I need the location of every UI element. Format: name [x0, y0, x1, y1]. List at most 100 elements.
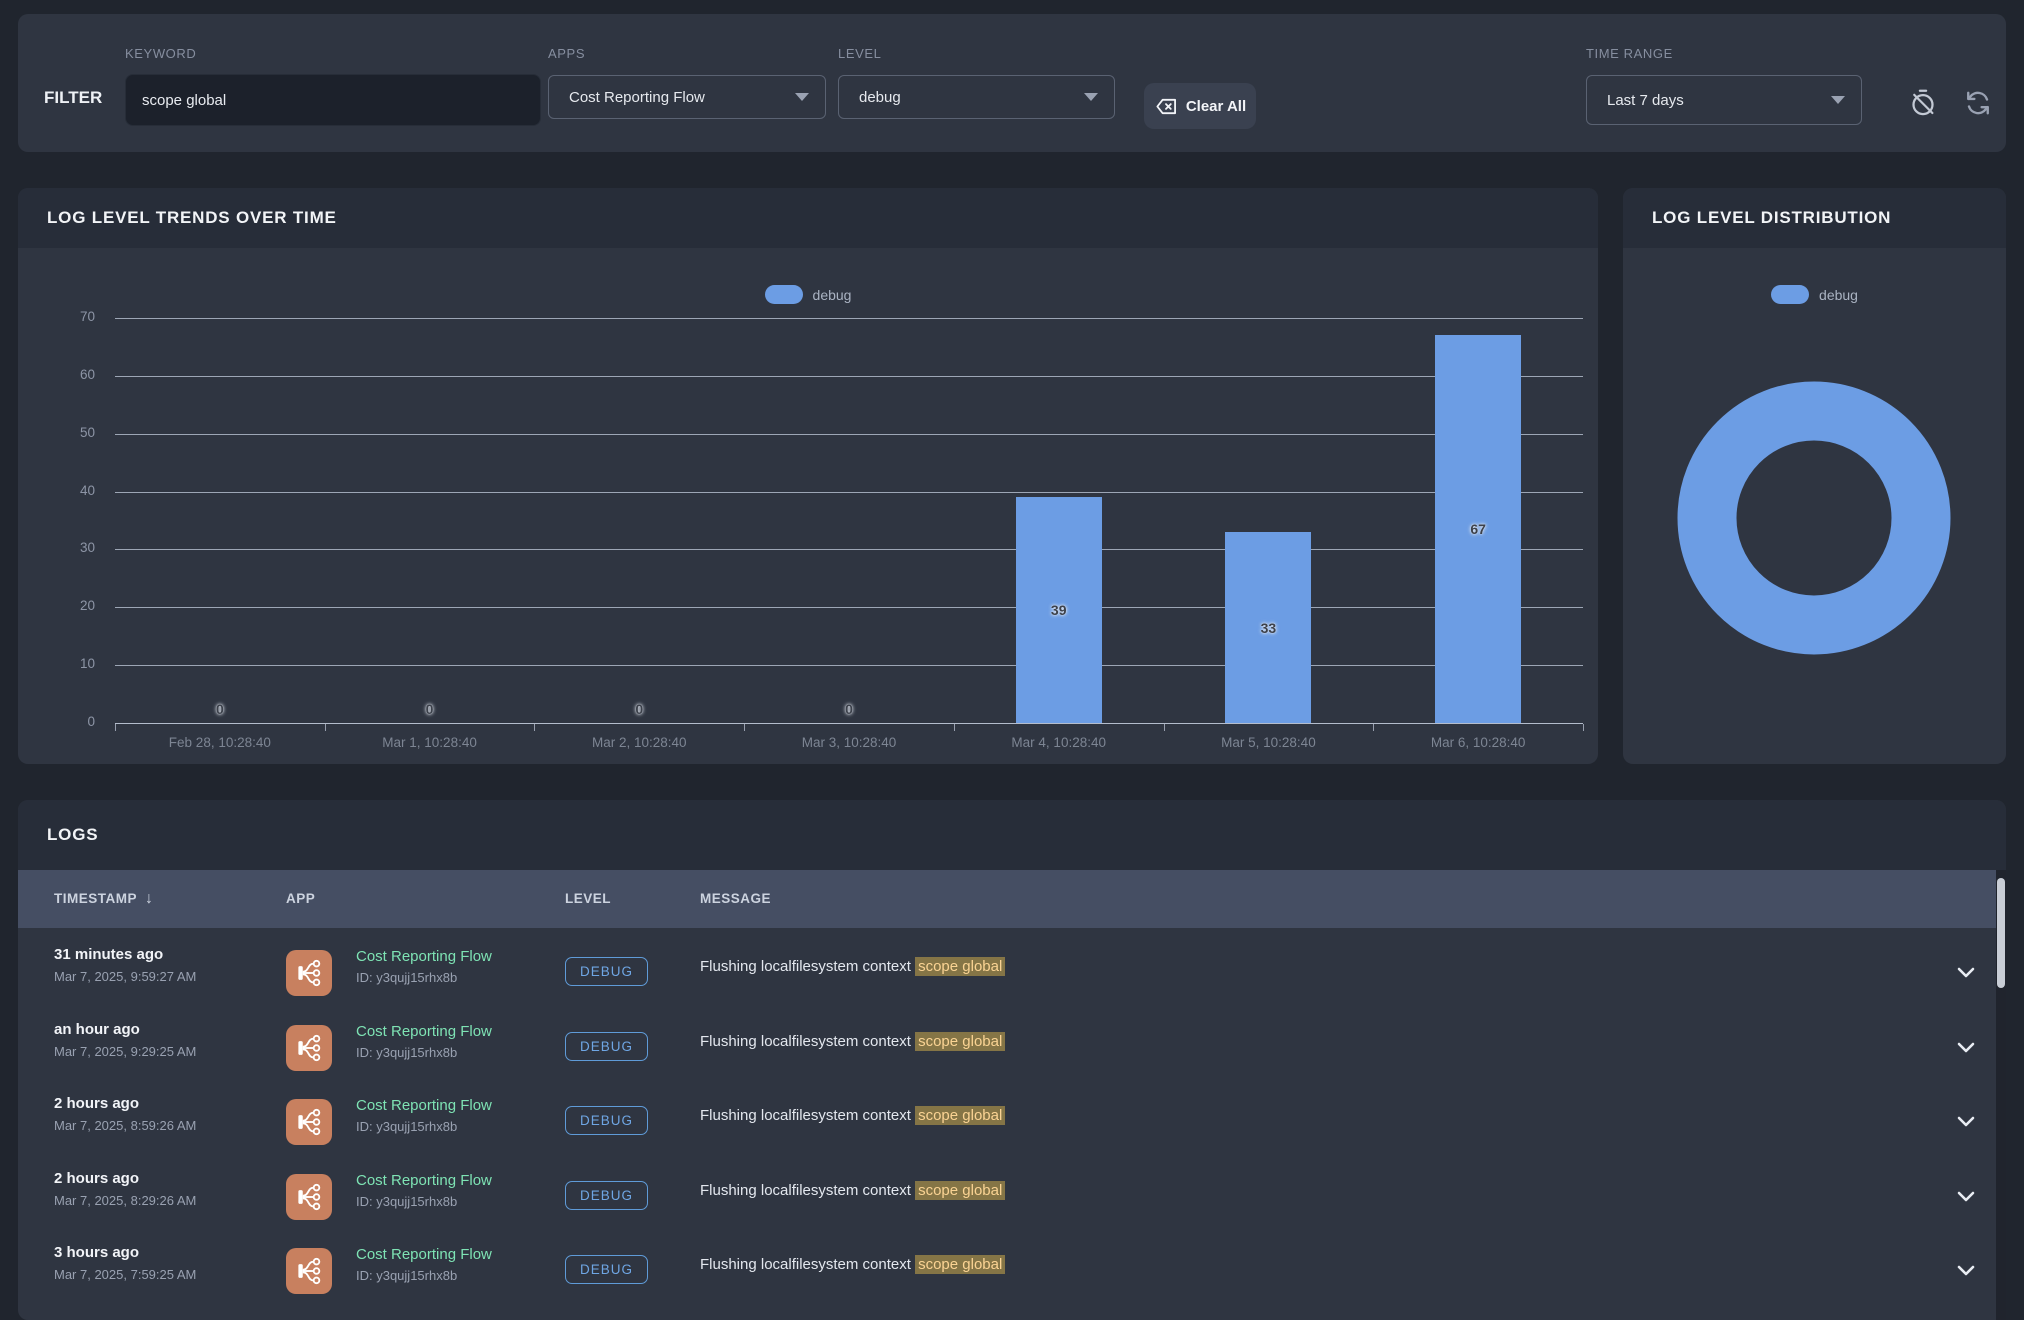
log-row[interactable]: 3 hours ago Mar 7, 2025, 7:59:25 AM Cost…: [18, 1234, 1996, 1309]
app-id: ID: y3qujj15rhx8b: [356, 1268, 457, 1283]
log-row[interactable]: 2 hours ago Mar 7, 2025, 8:59:26 AM Cost…: [18, 1085, 1996, 1160]
y-axis-tick-label: 20: [23, 598, 95, 613]
expand-row-button[interactable]: [1953, 1184, 1979, 1210]
level-badge: DEBUG: [565, 1032, 648, 1061]
auto-refresh-toggle-button[interactable]: [1905, 85, 1941, 121]
sort-descending-icon: ↓: [145, 890, 154, 907]
bar-value-label: 0: [208, 701, 232, 717]
bar-debug: 33: [1225, 532, 1311, 723]
logs-scrollbar-thumb[interactable]: [1997, 878, 2005, 988]
app-name: Cost Reporting Flow: [356, 1172, 492, 1189]
gridline: [115, 434, 1583, 435]
column-header-message: MESSAGE: [700, 870, 771, 928]
log-row[interactable]: an hour ago Mar 7, 2025, 9:29:25 AM Cost…: [18, 1011, 1996, 1086]
distribution-panel-title: LOG LEVEL DISTRIBUTION: [1652, 188, 1891, 248]
log-message-highlight: scope global: [915, 957, 1005, 976]
bar-value-label: 39: [1051, 602, 1067, 618]
log-timestamp: Mar 7, 2025, 8:29:26 AM: [54, 1193, 196, 1208]
app-name: Cost Reporting Flow: [356, 1246, 492, 1263]
log-relative-time: 3 hours ago: [54, 1244, 139, 1261]
donut-chart: [1674, 378, 1954, 658]
log-timestamp: Mar 7, 2025, 9:59:27 AM: [54, 969, 196, 984]
keyword-input[interactable]: [125, 74, 541, 126]
column-header-timestamp[interactable]: TIMESTAMP↓: [54, 870, 154, 928]
time-range-select[interactable]: Last 7 days: [1586, 75, 1862, 125]
y-axis-tick-label: 30: [23, 540, 95, 555]
donut-slice-debug: [1707, 411, 1921, 625]
clear-all-label: Clear All: [1186, 98, 1246, 115]
bar-debug: 67: [1435, 335, 1521, 723]
chevron-down-icon: [1084, 93, 1098, 101]
log-row[interactable]: 31 minutes ago Mar 7, 2025, 9:59:27 AM C…: [18, 936, 1996, 1011]
bar-debug: 39: [1016, 497, 1102, 723]
log-relative-time: an hour ago: [54, 1021, 140, 1038]
gridline: [115, 607, 1583, 608]
keyword-label: KEYWORD: [125, 46, 196, 61]
y-axis-tick-label: 40: [23, 483, 95, 498]
log-relative-time: 2 hours ago: [54, 1170, 139, 1187]
chevron-down-icon: [1954, 960, 1978, 984]
chevron-down-icon: [795, 93, 809, 101]
flow-app-icon: [294, 1256, 324, 1286]
logs-rows: 31 minutes ago Mar 7, 2025, 9:59:27 AM C…: [18, 936, 1996, 1309]
y-axis-tick-label: 10: [23, 656, 95, 671]
log-message-highlight: scope global: [915, 1032, 1005, 1051]
flow-app-icon: [294, 1182, 324, 1212]
apps-label: APPS: [548, 46, 585, 61]
log-message-highlight: scope global: [915, 1106, 1005, 1125]
log-timestamp: Mar 7, 2025, 9:29:25 AM: [54, 1044, 196, 1059]
x-axis-tick: [1373, 724, 1374, 731]
bar-value-label: 0: [418, 701, 442, 717]
y-axis-tick-label: 0: [23, 714, 95, 729]
refresh-button[interactable]: [1960, 85, 1996, 121]
refresh-icon: [1963, 88, 1993, 118]
chevron-down-icon: [1954, 1109, 1978, 1133]
log-message: Flushing localfilesystem context scope g…: [700, 958, 1005, 975]
x-axis-tick-label: Mar 1, 10:28:40: [320, 735, 540, 750]
x-axis-tick-label: Mar 2, 10:28:40: [529, 735, 749, 750]
expand-row-button[interactable]: [1953, 1258, 1979, 1284]
log-relative-time: 2 hours ago: [54, 1095, 139, 1112]
app-tile: [286, 950, 332, 996]
y-axis-tick-label: 60: [23, 367, 95, 382]
apps-select[interactable]: Cost Reporting Flow: [548, 75, 826, 119]
gridline: [115, 318, 1583, 319]
app-name: Cost Reporting Flow: [356, 1023, 492, 1040]
gridline: [115, 376, 1583, 377]
x-axis-tick: [954, 724, 955, 731]
legend-label: debug: [1819, 287, 1858, 303]
distribution-legend[interactable]: debug: [1623, 285, 2006, 304]
bar-value-label: 33: [1261, 620, 1277, 636]
x-axis-tick-label: Feb 28, 10:28:40: [110, 735, 330, 750]
distribution-panel-header: LOG LEVEL DISTRIBUTION: [1623, 188, 2006, 248]
bar-value-label: 0: [627, 701, 651, 717]
logs-panel-header: LOGS: [18, 800, 2006, 870]
app-id: ID: y3qujj15rhx8b: [356, 1045, 457, 1060]
apps-select-value: Cost Reporting Flow: [569, 89, 705, 106]
bar-value-label: 0: [837, 701, 861, 717]
filter-bar-title: FILTER: [44, 88, 102, 108]
log-message: Flushing localfilesystem context scope g…: [700, 1182, 1005, 1199]
logs-scrollbar-track[interactable]: [1996, 870, 2006, 1320]
time-range-select-value: Last 7 days: [1607, 92, 1684, 109]
expand-row-button[interactable]: [1953, 1035, 1979, 1061]
level-badge: DEBUG: [565, 1255, 648, 1284]
log-row[interactable]: 2 hours ago Mar 7, 2025, 8:29:26 AM Cost…: [18, 1160, 1996, 1235]
x-axis-tick-label: Mar 5, 10:28:40: [1158, 735, 1378, 750]
filter-bar: FILTER KEYWORD APPS Cost Reporting Flow …: [18, 14, 2006, 152]
expand-row-button[interactable]: [1953, 1109, 1979, 1135]
log-message-highlight: scope global: [915, 1181, 1005, 1200]
logs-panel: LOGS TIMESTAMP↓ APP LEVEL MESSAGE 31 min…: [18, 800, 2006, 1320]
x-axis-tick: [534, 724, 535, 731]
bar-value-label: 67: [1470, 521, 1486, 537]
log-message: Flushing localfilesystem context scope g…: [700, 1256, 1005, 1273]
log-message-text: Flushing localfilesystem context: [700, 1256, 915, 1273]
backspace-icon: [1154, 95, 1177, 118]
clear-all-button[interactable]: Clear All: [1144, 83, 1256, 129]
level-select[interactable]: debug: [838, 75, 1115, 119]
log-message: Flushing localfilesystem context scope g…: [700, 1107, 1005, 1124]
log-message-text: Flushing localfilesystem context: [700, 1107, 915, 1124]
expand-row-button[interactable]: [1953, 960, 1979, 986]
app-tile: [286, 1099, 332, 1145]
gridline: [115, 665, 1583, 666]
